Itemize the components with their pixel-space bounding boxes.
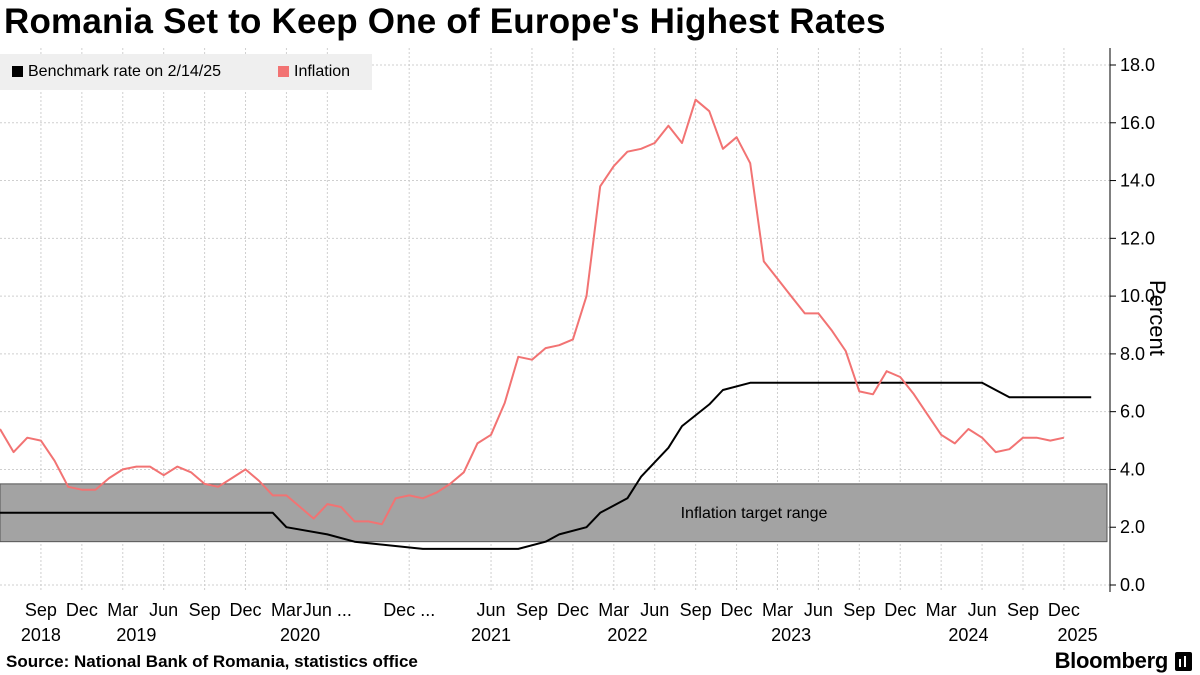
x-tick-label: Mar [271, 600, 302, 620]
benchmark-rate-line [0, 381, 1092, 550]
x-tick-label: Jun ... [303, 600, 352, 620]
x-tick-label: Mar [598, 600, 629, 620]
y-tick-label: 0.0 [1120, 575, 1145, 595]
x-tick-label: Dec [557, 600, 589, 620]
x-tick-label: Sep [1007, 600, 1039, 620]
x-year-label: 2018 [21, 625, 61, 645]
x-year-label: 2020 [280, 625, 320, 645]
x-year-label: 2025 [1058, 625, 1098, 645]
legend-item-inflation[interactable]: Inflation [278, 63, 350, 81]
x-tick-label: Mar [107, 600, 138, 620]
x-year-label: 2023 [771, 625, 811, 645]
legend-label-inflation: Inflation [294, 63, 351, 80]
x-tick-label: Sep [189, 600, 221, 620]
inflation-target-label: Inflation target range [681, 505, 828, 522]
x-tick-label: Mar [762, 600, 793, 620]
x-tick-label: Sep [25, 600, 57, 620]
inflation-swatch-icon [278, 66, 289, 77]
x-tick-label: Jun [968, 600, 997, 620]
x-tick-label: Mar [926, 600, 957, 620]
y-tick-label: 16.0 [1120, 113, 1155, 133]
y-tick-label: 12.0 [1120, 228, 1155, 248]
y-tick-label: 6.0 [1120, 402, 1145, 422]
x-tick-label: Dec [721, 600, 753, 620]
chart-title: Romania Set to Keep One of Europe's High… [4, 2, 886, 41]
x-tick-label: Jun [477, 600, 506, 620]
x-tick-label: Jun [804, 600, 833, 620]
x-year-label: 2021 [471, 625, 511, 645]
x-tick-label: Dec [1048, 600, 1080, 620]
bloomberg-terminal-icon [1175, 652, 1192, 671]
x-tick-label: Dec ... [383, 600, 435, 620]
y-tick-label: 8.0 [1120, 344, 1145, 364]
brand-logo: Bloomberg [1054, 648, 1169, 673]
x-tick-label: Jun [640, 600, 669, 620]
y-tick-label: 18.0 [1120, 55, 1155, 75]
source-note: Source: National Bank of Romania, statis… [6, 652, 418, 671]
x-year-label: 2022 [607, 625, 647, 645]
x-tick-label: Dec [884, 600, 916, 620]
legend-label-benchmark: Benchmark rate on 2/14/25 [28, 63, 222, 80]
x-tick-label: Sep [843, 600, 875, 620]
benchmark-swatch-icon [12, 66, 23, 77]
x-tick-label: Sep [516, 600, 548, 620]
x-tick-label: Dec [230, 600, 262, 620]
inflation-line [0, 98, 1065, 526]
legend: Benchmark rate on 2/14/25 Inflation [0, 54, 372, 90]
y-tick-label: 10.0 [1120, 286, 1155, 306]
y-tick-label: 2.0 [1120, 517, 1145, 537]
x-year-label: 2019 [116, 625, 156, 645]
y-tick-label: 4.0 [1120, 459, 1145, 479]
y-axis-title: Percent [1145, 280, 1170, 356]
x-tick-label: Jun [149, 600, 178, 620]
x-tick-label: Sep [680, 600, 712, 620]
legend-item-benchmark[interactable]: Benchmark rate on 2/14/25 [12, 63, 221, 81]
y-tick-label: 14.0 [1120, 171, 1155, 191]
x-tick-label: Dec [66, 600, 98, 620]
x-year-label: 2024 [948, 625, 988, 645]
